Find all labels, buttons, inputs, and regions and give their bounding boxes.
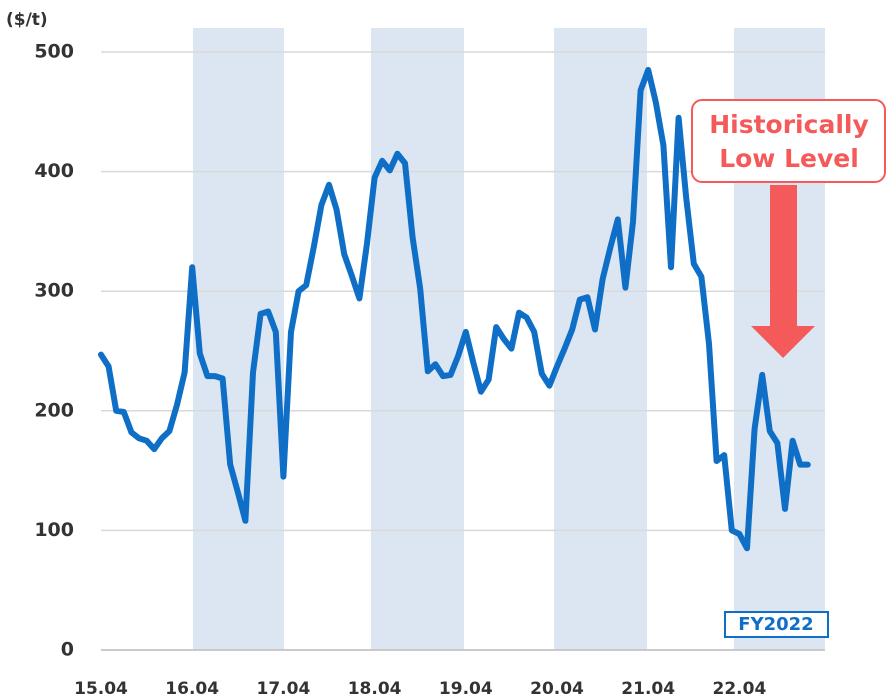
x-tick-label: 17.04 [257, 679, 311, 699]
band [193, 28, 284, 650]
y-tick-label: 100 [34, 519, 74, 541]
annotation-line: Low Level [719, 144, 859, 173]
y-tick-label: 500 [34, 41, 74, 63]
annotation-line: Historically [709, 110, 869, 139]
line-series [98, 66, 811, 552]
x-tick-label: 20.04 [530, 679, 584, 699]
band [371, 28, 464, 650]
x-tick-label: 22.04 [713, 679, 767, 699]
y-tick-label: 400 [34, 160, 74, 182]
annotation-box [691, 99, 886, 183]
y-tick-label: 0 [61, 639, 74, 661]
x-tick-label: 21.04 [621, 679, 675, 699]
y-tick-label: 300 [34, 280, 74, 302]
band-label-box [724, 611, 829, 638]
x-tick-label: 16.04 [165, 679, 219, 699]
x-tick-label: 18.04 [348, 679, 402, 699]
arrow [751, 185, 815, 358]
band-label: FY2022 [738, 614, 813, 635]
x-tick-label: 15.04 [74, 679, 128, 699]
y-axis-label: ($/t) [6, 10, 48, 30]
y-tick-label: 200 [34, 399, 74, 421]
x-tick-label: 19.04 [439, 679, 493, 699]
